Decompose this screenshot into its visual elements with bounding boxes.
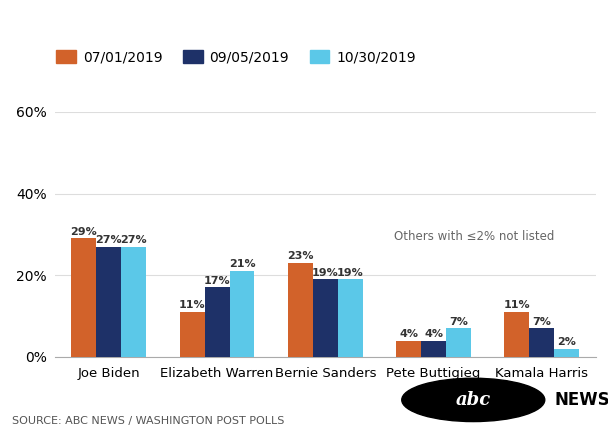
Bar [396,341,421,357]
Bar [288,263,313,357]
Bar [229,271,254,357]
Text: 11%: 11% [179,300,206,310]
Text: 7%: 7% [449,316,468,327]
Bar [205,288,229,357]
Text: 2%: 2% [557,337,576,347]
Bar [554,349,579,357]
Text: SOURCE: ABC NEWS / WASHINGTON POST POLLS: SOURCE: ABC NEWS / WASHINGTON POST POLLS [12,416,285,426]
Bar [180,312,205,357]
Bar [505,312,530,357]
Text: 17%: 17% [204,276,230,286]
Text: NEWS: NEWS [555,391,608,409]
Text: 23%: 23% [287,251,314,261]
Text: 7%: 7% [532,316,551,327]
Text: 4%: 4% [424,329,443,339]
Bar [313,280,337,357]
Text: DEMOCRATIC PRIMARY PREFERENCE
AMONG LEANED DEMOCRATS: DEMOCRATIC PRIMARY PREFERENCE AMONG LEAN… [64,18,544,72]
Bar [121,247,146,357]
Text: 27%: 27% [120,235,147,245]
Bar [97,247,121,357]
Circle shape [402,378,545,421]
Bar [530,329,554,357]
Legend: 07/01/2019, 09/05/2019, 10/30/2019: 07/01/2019, 09/05/2019, 10/30/2019 [57,50,416,64]
Bar [72,238,97,357]
Text: abc: abc [455,391,491,409]
Text: 4%: 4% [399,329,418,339]
Bar [337,280,362,357]
Text: 27%: 27% [95,235,122,245]
Bar [446,329,471,357]
Text: Others with ≤2% not listed: Others with ≤2% not listed [395,230,555,243]
Text: 19%: 19% [312,267,339,278]
Text: 11%: 11% [503,300,530,310]
Text: 21%: 21% [229,259,255,270]
Text: 19%: 19% [337,267,364,278]
Bar [421,341,446,357]
Text: 29%: 29% [71,227,97,237]
